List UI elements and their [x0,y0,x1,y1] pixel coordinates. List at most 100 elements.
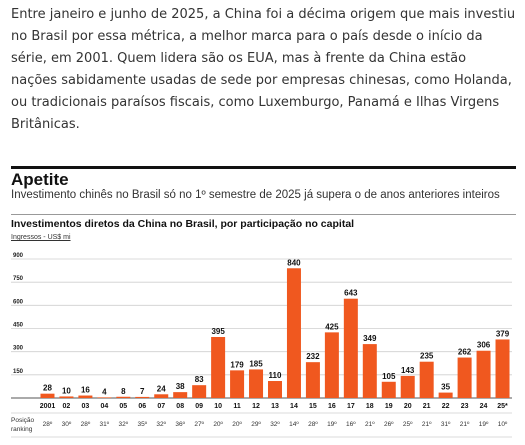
ranking-value: 20º [213,421,223,428]
bar-value-label: 395 [211,327,225,336]
ranking-value: 32º [156,421,166,428]
bar [400,375,415,398]
bar [249,369,264,398]
ranking-value: 28º [43,421,53,428]
x-tick-label: 21 [423,403,431,410]
bar [305,362,320,398]
bar [343,298,358,398]
y-tick-label: 450 [13,323,24,329]
bar [362,344,377,398]
ranking-value: 30º [62,421,72,428]
bar-value-label: 105 [382,372,396,381]
x-tick-label: 10 [214,403,222,410]
x-tick-label: 17 [347,403,355,410]
bar-value-label: 262 [458,348,472,357]
bar [476,350,491,398]
bar-value-label: 28 [43,384,52,393]
bar-value-label: 179 [230,360,244,369]
bar [268,381,282,398]
ranking-value: 31º [100,421,110,428]
bar-value-label: 185 [249,359,263,368]
bar-value-label: 7 [140,387,145,396]
bar-value-label: 83 [195,375,204,384]
x-tick-label: 06 [138,403,146,410]
chart-subtitle: Investimento chinês no Brasil só no 1º s… [11,189,500,201]
ranking-value: 28º [308,421,318,428]
x-tick-label: 05 [119,403,127,410]
ranking-value: 32º [270,421,280,428]
ranking-value: 14º [289,421,299,428]
x-tick-label: 13 [271,403,279,410]
bar-value-label: 10 [62,386,71,395]
bar-value-label: 840 [287,258,301,267]
ranking-value: 27º [194,421,204,428]
ranking-value: 32º [119,421,129,428]
x-tick-label: 20 [404,403,412,410]
y-tick-label: 600 [13,299,24,305]
y-axis-unit-label: Ingressos - US$ mi [11,234,71,241]
bar-value-label: 4 [102,387,107,396]
x-tick-label: 24 [480,403,488,410]
x-tick-label: 15 [309,403,317,410]
bar-value-label: 35 [441,383,450,392]
bar [78,395,93,398]
ranking-value: 21º [460,421,470,428]
chart-title: Apetite [11,170,69,189]
bar [419,361,434,398]
ranking-value: 28º [81,421,91,428]
x-tick-label: 11 [233,403,241,410]
bar-value-label: 110 [269,371,282,380]
ranking-value: 36º [175,421,185,428]
bar-value-label: 425 [325,322,339,331]
ranking-value: 19º [479,421,489,428]
x-tick-label: 09 [195,403,203,410]
x-tick-label: 03 [82,403,90,410]
ranking-row-label-line1: Posição [11,417,35,424]
bar [59,396,74,398]
bar-value-label: 16 [81,386,90,395]
x-tick-label: 18 [366,403,374,410]
bar [154,394,169,398]
bar [495,339,510,398]
ranking-value: 35º [137,421,147,428]
x-tick-label: 16 [328,403,336,410]
x-tick-label: 12 [252,403,260,410]
x-tick-label: 02 [63,403,71,410]
y-tick-label: 900 [13,253,24,259]
panel-divider [11,214,516,215]
ranking-value: 21º [422,421,432,428]
article-paragraph: Entre janeiro e junho de 2025, a China f… [11,7,516,132]
bar [135,396,150,398]
bar-value-label: 24 [157,384,166,393]
x-tick-label: 14 [290,403,298,410]
bar [286,268,301,398]
bar [40,393,55,398]
bar [438,392,453,398]
bar [192,385,207,398]
bar-value-label: 349 [363,334,377,343]
ranking-value: 31º [441,421,451,428]
bar [324,332,339,398]
x-tick-label: 08 [176,403,184,410]
x-tick-label: 2001 [40,403,56,410]
ranking-row-label-line2: ranking [11,426,33,433]
x-tick-label: 04 [100,403,108,410]
bar-value-label: 8 [121,387,126,396]
y-tick-label: 750 [13,276,24,282]
panel-title: Investimentos diretos da China no Brasil… [11,218,355,230]
bar [173,392,188,398]
chart-top-divider [11,166,516,169]
bar [230,370,245,398]
x-tick-label: 07 [157,403,165,410]
bar [211,336,226,398]
ranking-value: 20º [232,421,242,428]
y-tick-label: 150 [13,369,24,375]
ranking-value: 21º [365,421,375,428]
bar-value-label: 38 [176,382,185,391]
bar-value-label: 235 [420,352,434,361]
x-tick-label: 19 [385,403,393,410]
bar [116,396,131,398]
y-tick-label: 300 [13,346,24,352]
bar [381,381,396,398]
